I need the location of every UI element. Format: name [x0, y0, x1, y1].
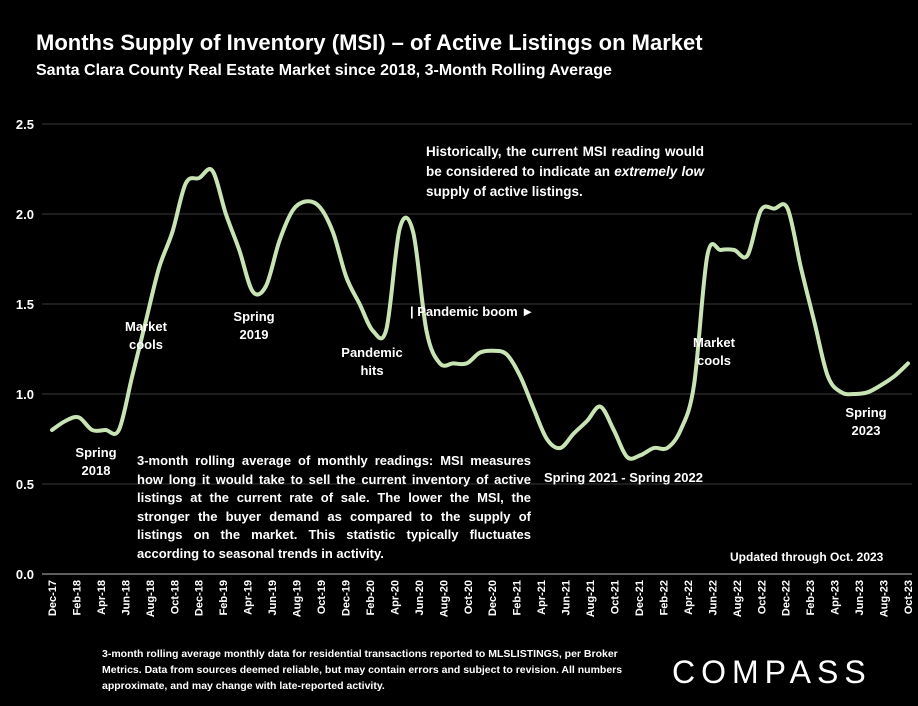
annotation-spring-2019: Spring 2019: [233, 309, 275, 342]
x-tick-label: Feb-22: [658, 580, 670, 615]
x-tick-label: Apr-19: [243, 580, 255, 615]
x-tick-label: Dec-21: [634, 580, 646, 616]
x-tick-label: Jun-23: [854, 580, 866, 615]
annotation-historically: Historically, the current MSI reading wo…: [426, 142, 704, 202]
x-tick-label: Jun-20: [414, 580, 426, 615]
annotation-msi-description: 3-month rolling average of monthly readi…: [137, 453, 531, 561]
y-tick-label: 2.0: [16, 207, 34, 222]
x-tick-label: Feb-23: [805, 580, 817, 615]
x-tick-label: Aug-21: [585, 580, 597, 617]
x-tick-label: Feb-21: [512, 580, 524, 615]
x-tick-label: Aug-19: [292, 580, 304, 617]
x-tick-label: Jun-21: [561, 580, 573, 615]
x-tick-label: Apr-18: [96, 580, 108, 615]
x-tick-label: Apr-22: [683, 580, 695, 615]
x-tick-label: Oct-20: [463, 580, 475, 614]
x-tick-label: Dec-17: [47, 580, 59, 616]
x-tick-label: Jun-22: [707, 580, 719, 615]
x-tick-label: Jun-18: [120, 580, 132, 615]
x-tick-label: Oct-18: [169, 580, 181, 614]
x-tick-label: Oct-21: [610, 580, 622, 614]
x-tick-label: Aug-22: [732, 580, 744, 617]
y-tick-label: 0.5: [16, 477, 34, 492]
x-tick-label: Aug-20: [438, 580, 450, 617]
annotation-market-cools-2: Market cools: [693, 335, 735, 368]
x-tick-label: Dec-18: [194, 580, 206, 616]
footnote: 3-month rolling average monthly data for…: [102, 648, 623, 692]
annotation-market-cools-1: Market cools: [125, 319, 167, 352]
x-tick-label: Apr-20: [389, 580, 401, 615]
chart-title: Months Supply of Inventory (MSI) – of Ac…: [36, 30, 703, 55]
msi-line-chart: 0.0 0.5 1.0 1.5 2.0 2.5 Dec-17 Feb-18 Apr-18 Jun…: [16, 117, 915, 617]
compass-logo: COMPASS: [672, 654, 872, 690]
x-tick-label: Oct-19: [316, 580, 328, 614]
y-tick-label: 2.5: [16, 117, 34, 132]
chart-subtitle: Santa Clara County Real Estate Market si…: [36, 62, 612, 79]
x-tick-label: Feb-19: [218, 580, 230, 615]
historically-text-2: supply of active listings.: [426, 184, 583, 199]
annotation-pandemic-boom: | Pandemic boom ►: [410, 304, 535, 319]
x-tick-label: Dec-19: [340, 580, 352, 616]
x-tick-label: Oct-22: [756, 580, 768, 614]
x-tick-label: Feb-20: [365, 580, 377, 615]
annotation-spring-2021-2022: Spring 2021 - Spring 2022: [544, 470, 703, 485]
x-tick-label: Dec-20: [487, 580, 499, 616]
x-tick-label: Dec-22: [781, 580, 793, 616]
y-tick-label: 1.0: [16, 387, 34, 402]
historically-emphasis: extremely low: [614, 164, 704, 179]
x-tick-label: Jun-19: [267, 580, 279, 615]
x-tick-label: Feb-18: [71, 580, 83, 615]
y-tick-label: 1.5: [16, 297, 34, 312]
x-tick-label: Aug-18: [145, 580, 157, 617]
x-tick-label: Aug-23: [879, 580, 891, 617]
annotation-updated: Updated through Oct. 2023: [730, 550, 884, 564]
x-tick-label: Apr-21: [536, 580, 548, 615]
x-tick-label: Oct-23: [903, 580, 915, 614]
y-tick-label: 0.0: [16, 567, 34, 582]
historically-text-1: Historically, the current MSI reading wo…: [426, 144, 704, 179]
annotation-spring-2018: Spring 2018: [75, 445, 117, 478]
x-tick-label: Apr-23: [830, 580, 842, 615]
annotation-pandemic-hits: Pandemic hits: [341, 345, 403, 378]
msi-series-line: [50, 167, 910, 461]
annotation-spring-2023: Spring 2023: [845, 405, 887, 438]
